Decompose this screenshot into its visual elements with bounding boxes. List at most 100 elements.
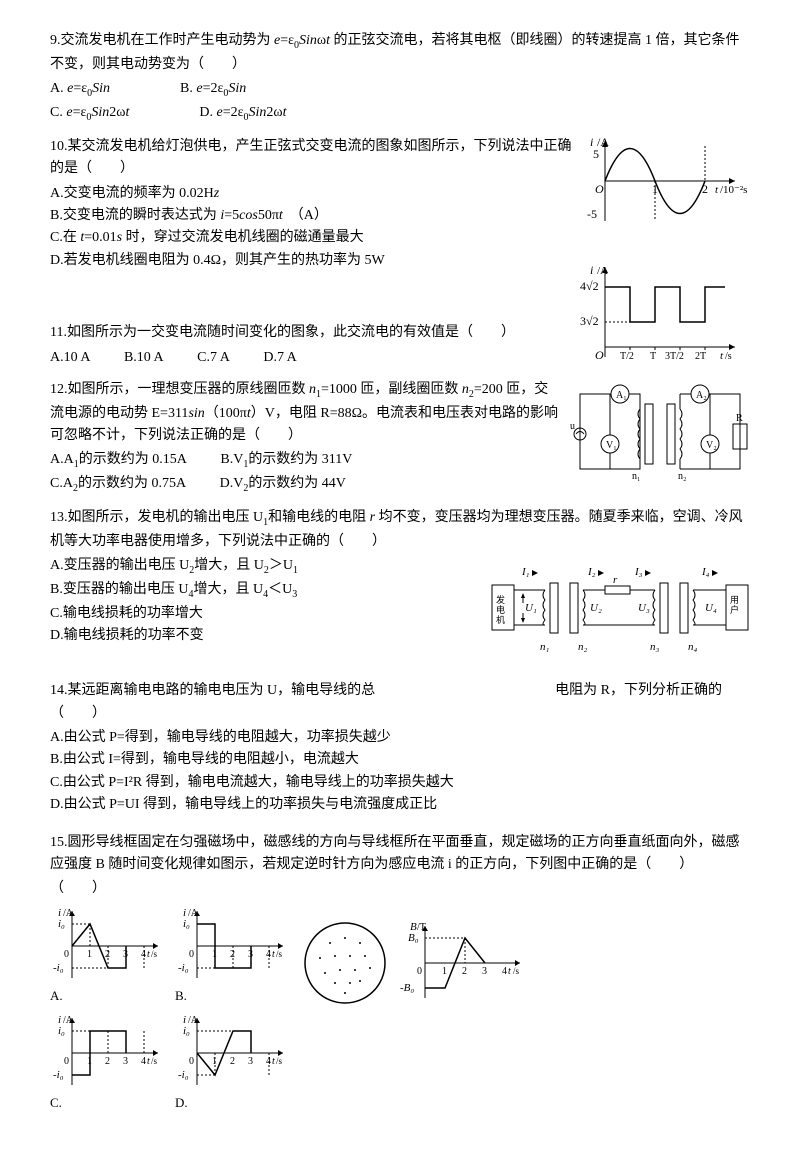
svg-text:4: 4 bbox=[502, 966, 507, 977]
svg-text:1: 1 bbox=[652, 182, 658, 196]
q14-optC: C.由公式 P=I²R 得到，输电电流越大，输电导线上的功率损失越大 bbox=[50, 772, 750, 794]
svg-text:4: 4 bbox=[266, 1056, 271, 1067]
q11-options: A.10 A B.10 A C.7 A D.7 A bbox=[50, 347, 750, 369]
svg-text:2: 2 bbox=[702, 182, 708, 196]
svg-text:4: 4 bbox=[141, 1056, 146, 1067]
svg-text:1: 1 bbox=[87, 949, 92, 960]
question-9: 9.交流发电机在工作时产生电动势为 e=ε0Sinωt 的正弦交流电，若将其电枢… bbox=[50, 30, 750, 126]
svg-text:A₁: A₁ bbox=[616, 390, 627, 401]
q13-figure: 发电机 用户 I₁ I₂ r I₃ I₄ U₁ U₂ bbox=[490, 555, 750, 665]
svg-text:O: O bbox=[595, 182, 604, 196]
svg-text:i₀: i₀ bbox=[183, 1025, 190, 1037]
svg-text:t: t bbox=[147, 949, 150, 960]
svg-text:r: r bbox=[613, 574, 618, 586]
svg-text:-i₀: -i₀ bbox=[53, 1069, 64, 1081]
svg-text:-B₀: -B₀ bbox=[400, 982, 414, 994]
q13-text: 13.如图所示，发电机的输出电压 U1和输电线的电阻 r 均不变，变压器均为理想… bbox=[50, 507, 750, 553]
svg-text:-i₀: -i₀ bbox=[53, 962, 64, 974]
q11-optD: D.7 A bbox=[263, 347, 296, 369]
svg-text:0: 0 bbox=[417, 966, 422, 977]
svg-text:3: 3 bbox=[123, 949, 128, 960]
q14-options: A.由公式 P=得到，输电导线的电阻越大，功率损失越少 B.由公式 I=得到，输… bbox=[50, 727, 750, 817]
svg-text:2: 2 bbox=[105, 1056, 110, 1067]
svg-text:/s: /s bbox=[276, 949, 283, 959]
svg-text:1: 1 bbox=[87, 1056, 92, 1067]
svg-text:2: 2 bbox=[230, 949, 235, 960]
svg-text:I₂: I₂ bbox=[587, 566, 596, 578]
q15-text2: （ ） bbox=[50, 878, 750, 900]
svg-text:用: 用 bbox=[730, 595, 739, 605]
svg-text:t: t bbox=[147, 1056, 150, 1067]
q15-figB-label: B. bbox=[175, 988, 187, 1003]
question-10: i/A 5 -5 O 1 2 t/10⁻²s 10.某交流发电机给灯泡供电，产生… bbox=[50, 136, 750, 272]
q15-text: 15.圆形导线框固定在匀强磁场中，磁感线的方向与导线框所在平面垂直，规定磁场的正… bbox=[50, 832, 750, 877]
svg-text:n₁: n₁ bbox=[632, 471, 641, 482]
q15-figD-wrap: i/A i₀ -i₀ 0 12 34 t/s D. bbox=[175, 1013, 290, 1115]
q12-optD: D.V2的示数约为 44V bbox=[220, 473, 346, 497]
q15-figures-row2: i/A i₀ -i₀ 0 12 34 t/s C. i/A i₀ bbox=[50, 1013, 750, 1115]
svg-text:电: 电 bbox=[496, 604, 505, 615]
q15-figures-row1: i/A i₀ -i₀ 0 12 34 t/s A. i/A i₀ -i₀ bbox=[50, 906, 750, 1008]
svg-text:V₂: V₂ bbox=[706, 440, 717, 451]
svg-text:/10⁻²s: /10⁻²s bbox=[720, 184, 747, 196]
svg-text:B₀: B₀ bbox=[408, 932, 419, 944]
svg-text:A₂: A₂ bbox=[696, 390, 707, 401]
svg-text:1: 1 bbox=[212, 949, 217, 960]
q9-text: 9.交流发电机在工作时产生电动势为 e=ε0Sinωt 的正弦交流电，若将其电枢… bbox=[50, 30, 750, 76]
q12-optC: C.A2的示数约为 0.75A bbox=[50, 473, 186, 497]
q9-optA: A. e=ε0Sin bbox=[50, 78, 110, 102]
q14-optB: B.由公式 I=得到，输电导线的电阻越小，电流越大 bbox=[50, 749, 750, 771]
svg-text:0: 0 bbox=[64, 1056, 69, 1067]
svg-text:U₁: U₁ bbox=[525, 602, 537, 614]
q14-optA: A.由公式 P=得到，输电导线的电阻越大，功率损失越少 bbox=[50, 727, 750, 749]
svg-text:i₀: i₀ bbox=[58, 918, 65, 930]
svg-text:n₂: n₂ bbox=[678, 471, 687, 482]
svg-text:-5: -5 bbox=[587, 207, 597, 221]
question-12: A₁ A₂ V₁ V₂ u R n₁n₂ 12.如图所示，一理想变压器的原线圈匝… bbox=[50, 379, 750, 497]
svg-text:i₀: i₀ bbox=[58, 1025, 65, 1037]
svg-text:U₃: U₃ bbox=[638, 602, 650, 614]
svg-text:2: 2 bbox=[105, 949, 110, 960]
svg-text:1: 1 bbox=[442, 966, 447, 977]
svg-text:n₂: n₂ bbox=[578, 641, 588, 653]
svg-text:/s: /s bbox=[276, 1056, 283, 1066]
svg-text:n₄: n₄ bbox=[688, 641, 698, 653]
svg-text:4: 4 bbox=[266, 949, 271, 960]
svg-text:U₂: U₂ bbox=[590, 602, 602, 614]
q9-optB: B. e=2ε0Sin bbox=[180, 78, 246, 102]
q12-optA: A.A1的示数约为 0.15A bbox=[50, 449, 187, 473]
q11-text: 11.如图所示为一交变电流随时间变化的图象，此交流电的有效值是（ ） bbox=[50, 322, 750, 344]
svg-text:0: 0 bbox=[64, 949, 69, 960]
q15-figC-label: C. bbox=[50, 1095, 62, 1110]
svg-text:/s: /s bbox=[151, 949, 158, 959]
svg-text:I₄: I₄ bbox=[701, 566, 710, 578]
svg-text:u: u bbox=[570, 421, 575, 432]
q14-optD: D.由公式 P=UI 得到，输电导线上的功率损失与电流强度成正比 bbox=[50, 794, 750, 816]
svg-text:4√2: 4√2 bbox=[580, 279, 599, 293]
q14-prefix: 14.某远距离输电电路的输电电压为 U，输电导线的总 bbox=[50, 683, 375, 698]
question-15: 15.圆形导线框固定在匀强磁场中，磁感线的方向与导线框所在平面垂直，规定磁场的正… bbox=[50, 832, 750, 1116]
svg-text:发: 发 bbox=[496, 594, 505, 605]
svg-text:U₄: U₄ bbox=[705, 602, 717, 614]
svg-text:I₃: I₃ bbox=[634, 566, 643, 578]
question-14: 14.某远距离输电电路的输电电压为 U，输电导线的总电阻为 R，下列分析正确的（… bbox=[50, 680, 750, 816]
svg-text:0: 0 bbox=[189, 1056, 194, 1067]
svg-text:i₀: i₀ bbox=[183, 918, 190, 930]
svg-text:t: t bbox=[272, 949, 275, 960]
q10-figure: i/A 5 -5 O 1 2 t/10⁻²s bbox=[585, 136, 750, 231]
svg-text:t: t bbox=[715, 184, 719, 196]
svg-text:-i₀: -i₀ bbox=[178, 1069, 189, 1081]
q15-figC-wrap: i/A i₀ -i₀ 0 12 34 t/s C. bbox=[50, 1013, 165, 1115]
svg-text:I₁: I₁ bbox=[521, 566, 530, 578]
svg-text:-i₀: -i₀ bbox=[178, 962, 189, 974]
q11-optC: C.7 A bbox=[197, 347, 230, 369]
svg-text:3: 3 bbox=[248, 949, 253, 960]
question-11: 11.如图所示为一交变电流随时间变化的图象，此交流电的有效值是（ ） A.10 … bbox=[50, 322, 750, 369]
svg-text:2: 2 bbox=[230, 1056, 235, 1067]
q9-optC: C. e=ε0Sin2ωt bbox=[50, 102, 129, 126]
svg-text:5: 5 bbox=[593, 147, 599, 161]
svg-text:3: 3 bbox=[248, 1056, 253, 1067]
question-13: 13.如图所示，发电机的输出电压 U1和输电线的电阻 r 均不变，变压器均为理想… bbox=[50, 507, 750, 665]
q14-text: 14.某远距离输电电路的输电电压为 U，输电导线的总电阻为 R，下列分析正确的（… bbox=[50, 680, 750, 725]
svg-text:2: 2 bbox=[462, 966, 467, 977]
